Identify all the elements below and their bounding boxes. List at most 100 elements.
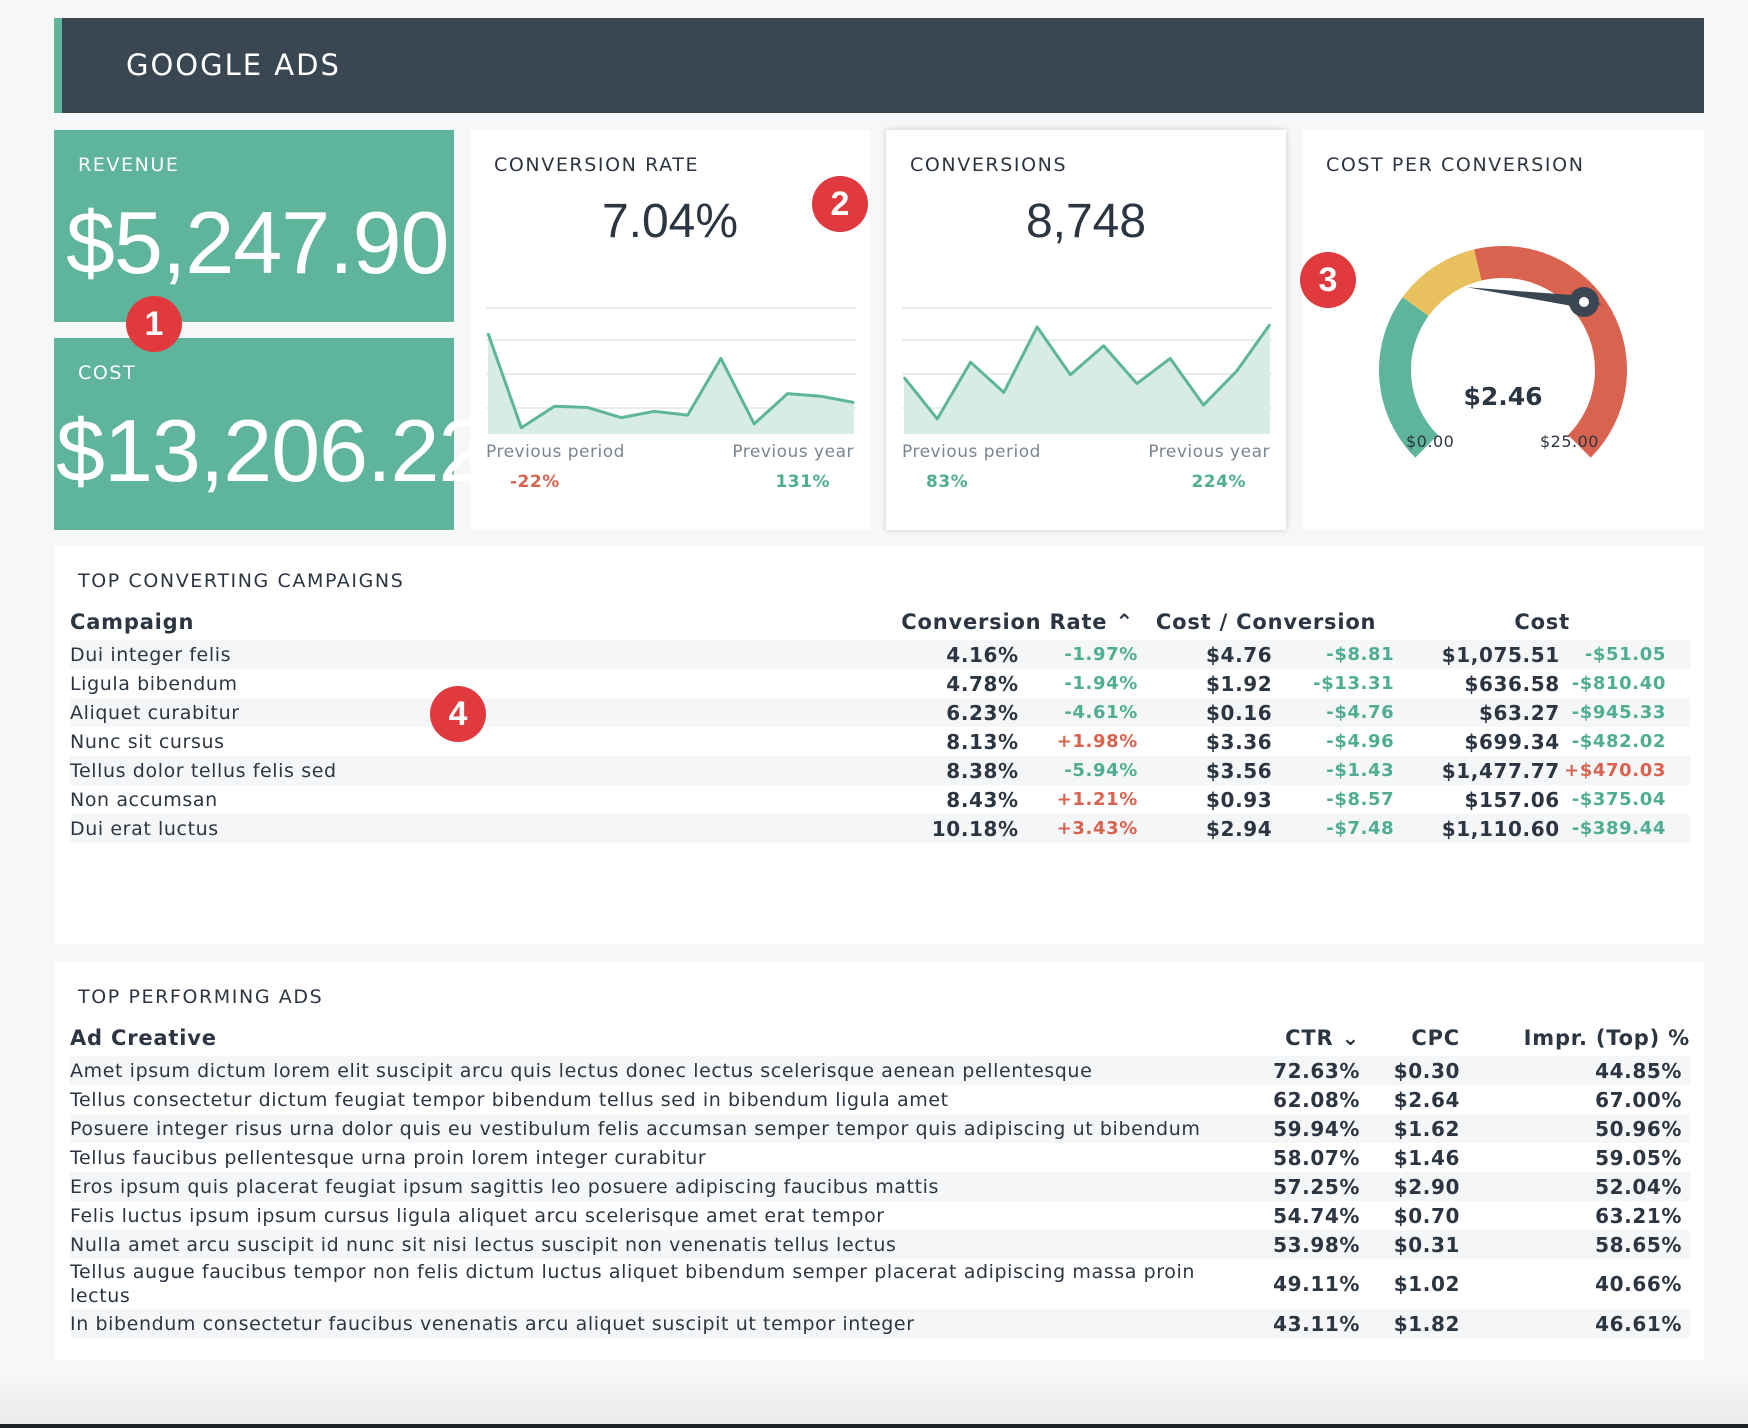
cost-per-conversion-widget[interactable]: COST PER CONVERSION $2.46 $0.00 $25.00 (1302, 130, 1704, 530)
cpc-cell: $2.90 (1393, 1174, 1460, 1199)
conversions-area (904, 324, 1270, 434)
gauge-needle (1466, 287, 1602, 308)
cpc-cell: $0.30 (1393, 1058, 1460, 1083)
annotation-badge-2: 2 (812, 176, 868, 232)
gauge-hub-center (1579, 297, 1589, 307)
conversion-rate-title: CONVERSION RATE (494, 154, 700, 176)
conversion-rate-point (720, 357, 722, 359)
col-cpc[interactable]: CPC (1411, 1026, 1460, 1050)
cpc-cell: $0.70 (1393, 1203, 1460, 1228)
table-row[interactable]: Ligula bibendum 4.78% -1.94% $1.92 -$13.31 $6… (70, 669, 1690, 698)
col-conversion-rate[interactable]: Conversion Rate ⌃ (897, 604, 1138, 640)
cv-prev-period-change: 83% (926, 472, 969, 492)
campaign-name: Tellus dolor tellus felis sed (70, 759, 337, 782)
page-bottom-edge (0, 1424, 1748, 1428)
ctr-cell: 49.11% (1273, 1272, 1360, 1296)
table-row[interactable]: In bibendum consectetur faucibus venenat… (70, 1309, 1690, 1338)
ctr-cell: 59.94% (1273, 1116, 1360, 1141)
cv-prev-period-label: Previous period (902, 442, 1041, 462)
ad-creative-cell: Posuere integer risus urna dolor quis eu… (70, 1117, 1201, 1140)
table-row[interactable]: Dui erat luctus 10.18% +3.43% $2.94 -$7.48 $1… (70, 814, 1690, 843)
conversion-rate-point (820, 395, 822, 397)
ad-creative-cell: Felis luctus ipsum ipsum cursus ligula a… (70, 1204, 885, 1227)
col-cost-per-conversion[interactable]: Cost / Conversion (1155, 610, 1377, 634)
cost-widget[interactable]: COST $13,206.22 (54, 338, 487, 530)
cr-prev-year-label: Previous year (732, 442, 854, 462)
table-row[interactable]: Eros ipsum quis placerat feugiat ipsum s… (70, 1172, 1690, 1201)
table-row[interactable]: Nunc sit cursus 8.13% +1.98% $3.36 -$4.96 $69… (70, 727, 1690, 756)
conversions-point (970, 361, 972, 363)
table-row[interactable]: Nulla amet arcu suscipit id nunc sit nis… (70, 1230, 1690, 1259)
conversions-point (1169, 357, 1171, 359)
conversion-rate-cell: 8.13% (946, 729, 1019, 754)
impr-top-cell: 44.85% (1595, 1058, 1682, 1083)
cpc-cell: $1.82 (1393, 1311, 1460, 1336)
campaigns-panel: TOP CONVERTING CAMPAIGNS Campaign Conver… (54, 546, 1704, 944)
campaigns-table: Campaign Conversion Rate ⌃ Cost / Conver… (70, 604, 1690, 843)
impr-top-cell: 46.61% (1595, 1311, 1682, 1336)
conversions-widget[interactable]: CONVERSIONS 8,748 Previous period Previo… (886, 130, 1286, 530)
conversion-rate-change: -1.97% (1064, 644, 1138, 665)
table-row[interactable]: Tellus augue faucibus tempor non felis d… (70, 1259, 1690, 1309)
cost-cell: $699.34 (1464, 729, 1560, 754)
table-row[interactable]: Aliquet curabitur 6.23% -4.61% $0.16 -$4.76 $… (70, 698, 1690, 727)
cpc-cell: $1.02 (1393, 1272, 1460, 1296)
ctr-cell: 57.25% (1273, 1174, 1360, 1199)
conversions-point (1202, 404, 1204, 406)
table-row[interactable]: Tellus faucibus pellentesque urna proin … (70, 1143, 1690, 1172)
conversion-rate-line (486, 332, 855, 430)
impr-top-cell: 50.96% (1595, 1116, 1682, 1141)
table-row[interactable]: Dui integer felis 4.16% -1.97% $4.76 -$8.81 $… (70, 640, 1690, 669)
cost-change: -$482.02 (1571, 731, 1666, 752)
table-row[interactable]: Tellus consectetur dictum feugiat tempor… (70, 1085, 1690, 1114)
conversion-rate-widget[interactable]: CONVERSION RATE 7.04% Previous period Pr… (470, 130, 870, 530)
col-cost[interactable]: Cost (1514, 610, 1570, 634)
ads-table: Ad Creative CTR ⌄ CPC Impr. (Top) % Amet… (70, 1020, 1690, 1338)
cost-per-conversion-cell: $0.16 (1206, 700, 1273, 725)
conversions-point (1003, 391, 1005, 393)
cr-prev-year-change: 131% (775, 472, 830, 492)
impr-top-cell: 67.00% (1595, 1087, 1682, 1112)
gauge-high-segment (1474, 246, 1627, 458)
conversions-line (902, 323, 1272, 421)
cost-per-conversion-change: -$4.76 (1326, 702, 1395, 723)
cpc-cell: $0.31 (1393, 1232, 1460, 1257)
conversion-rate-change: -4.61% (1064, 702, 1138, 723)
table-row[interactable]: Amet ipsum dictum lorem elit suscipit ar… (70, 1056, 1690, 1085)
revenue-widget[interactable]: REVENUE $5,247.90 (54, 130, 454, 322)
table-row[interactable]: Tellus dolor tellus felis sed 8.38% -5.94%… (70, 756, 1690, 785)
col-impr-top[interactable]: Impr. (Top) % (1523, 1026, 1690, 1050)
annotation-badge-4: 4 (430, 686, 486, 742)
ads-title: TOP PERFORMING ADS (78, 986, 324, 1008)
ctr-cell: 53.98% (1273, 1232, 1360, 1257)
conversion-rate-point (753, 423, 755, 425)
conversions-point (1136, 383, 1138, 385)
campaign-name: Ligula bibendum (70, 672, 238, 695)
cost-per-conversion-cell: $2.94 (1206, 816, 1273, 841)
cost-per-conversion-change: -$7.48 (1326, 818, 1395, 839)
cost-per-conversion-cell: $3.56 (1206, 758, 1273, 783)
impr-top-cell: 40.66% (1595, 1272, 1682, 1296)
ad-creative-cell: Tellus faucibus pellentesque urna proin … (70, 1146, 707, 1169)
col-ctr[interactable]: CTR ⌄ (1260, 1020, 1360, 1056)
cost-cell: $63.27 (1478, 700, 1560, 725)
campaign-name: Dui erat luctus (70, 817, 219, 840)
col-campaign[interactable]: Campaign (70, 610, 195, 634)
conversion-rate-point (687, 414, 689, 416)
conversions-point (1036, 326, 1038, 328)
revenue-value: $5,247.90 (66, 193, 449, 292)
gauge-low-segment (1379, 297, 1439, 458)
ad-creative-cell: Amet ipsum dictum lorem elit suscipit ar… (70, 1059, 1093, 1082)
conversion-rate-change: -1.94% (1064, 673, 1138, 694)
conversions-point (1103, 345, 1105, 347)
table-row[interactable]: Felis luctus ipsum ipsum cursus ligula a… (70, 1201, 1690, 1230)
cost-per-conversion-cell: $0.93 (1206, 787, 1273, 812)
dashboard-header: GOOGLE ADS (54, 18, 1704, 113)
col-ad-creative[interactable]: Ad Creative (70, 1026, 217, 1050)
conversion-rate-point (587, 407, 589, 409)
table-row[interactable]: Non accumsan 8.43% +1.21% $0.93 -$8.57 $157.0… (70, 785, 1690, 814)
campaign-name: Aliquet curabitur (70, 701, 240, 724)
cost-per-conversion-cell: $4.76 (1206, 642, 1273, 667)
cost-per-conversion-title: COST PER CONVERSION (1326, 154, 1585, 176)
table-row[interactable]: Posuere integer risus urna dolor quis eu… (70, 1114, 1690, 1143)
